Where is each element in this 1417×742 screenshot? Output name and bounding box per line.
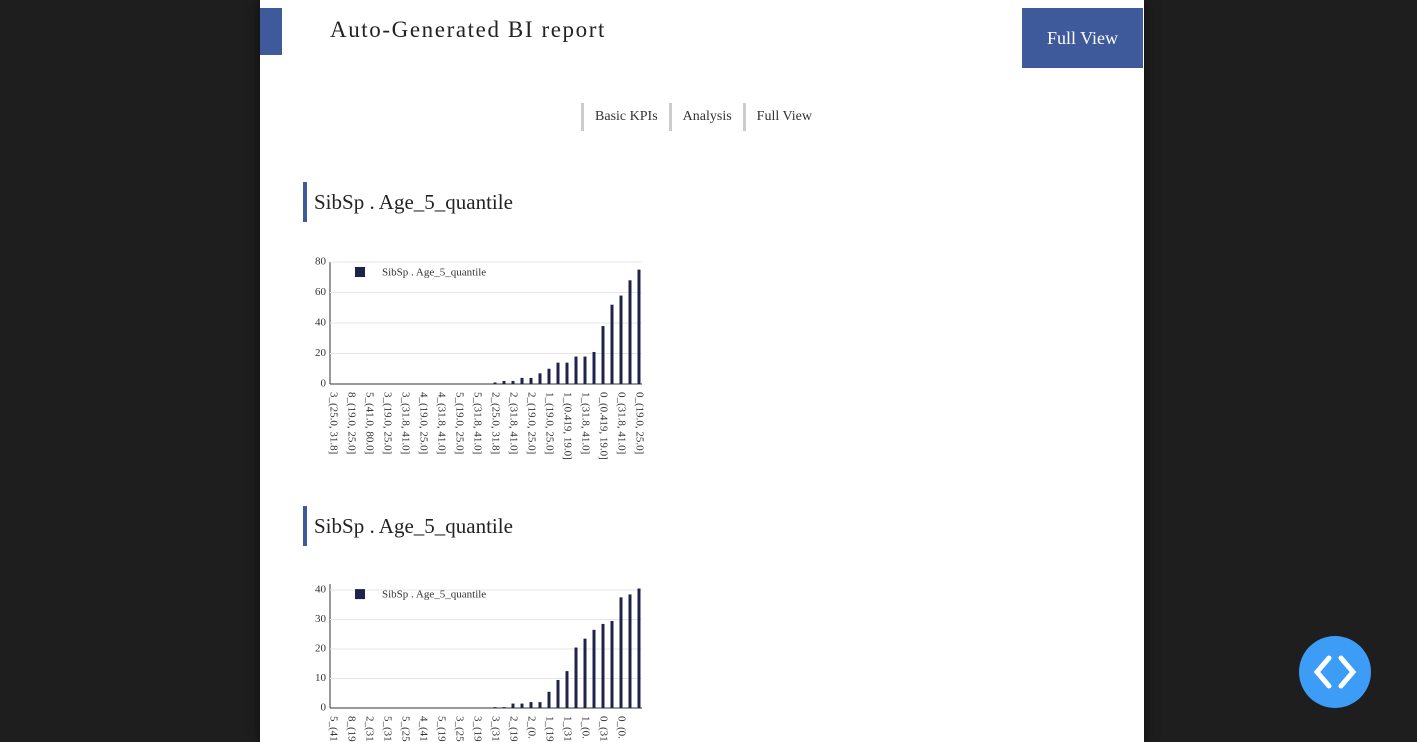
bar — [493, 707, 497, 708]
legend-label: SibSp . Age_5_quantile — [382, 589, 486, 601]
x-tick-label: 1_(31 — [561, 716, 573, 742]
bar — [556, 679, 560, 708]
charts: 0 20 40 60 80 SibSp . Age_5_quantile 3_(25.0, … — [315, 256, 645, 742]
bar — [547, 691, 551, 708]
x-tick-label: 5_(25 — [399, 716, 411, 742]
code-toggle[interactable] — [1299, 636, 1371, 708]
bar — [511, 703, 515, 708]
x-tick-label: 0_(31.8, 41.0] — [615, 392, 627, 454]
legend-label: SibSp . Age_5_quantile — [382, 267, 486, 279]
x-tick-label: 0_(31 — [597, 716, 609, 742]
y-tick-label: 80 — [315, 256, 327, 268]
bar — [637, 269, 641, 384]
x-tick-label: 1_(19.0, 25.0] — [543, 392, 555, 454]
x-tick-label: 1_(0.419, 19.0] — [561, 392, 573, 460]
x-tick-label: 3_(31 — [489, 716, 501, 742]
fab-bg — [1299, 636, 1371, 708]
x-tick-label: 3_(25.0, 31.8] — [327, 392, 339, 454]
bar — [565, 671, 569, 708]
report-panel: Auto-Generated BI report Full View Basic… — [260, 0, 1144, 742]
bar — [601, 326, 605, 384]
x-tick-label: 2_(25.0, 31.8] — [489, 392, 501, 454]
x-tick-label: 4_(41 — [417, 716, 429, 742]
x-tick-label: 5_(19 — [435, 716, 447, 742]
bar — [574, 647, 578, 708]
bar — [583, 638, 587, 708]
legend-swatch — [355, 267, 365, 277]
bar — [556, 362, 560, 384]
y-tick-label: 30 — [315, 613, 327, 625]
legend-swatch — [355, 589, 365, 600]
bar — [619, 295, 623, 384]
x-tick-label: 8_(19 — [345, 716, 357, 742]
bar — [619, 597, 623, 708]
x-tick-label: 2_(0. — [525, 716, 537, 739]
bar — [502, 380, 506, 384]
bar — [538, 702, 542, 708]
nav: Basic KPIs Analysis Full View — [260, 103, 1144, 131]
bar — [493, 382, 497, 384]
y-tick-label: 40 — [315, 317, 327, 329]
x-tick-label: 3_(19 — [471, 716, 483, 742]
x-tick-label: 5_(19.0, 25.0] — [453, 392, 465, 454]
x-tick-label: 5_(31 — [381, 716, 393, 742]
bar — [511, 380, 515, 384]
fab-icon — [1313, 655, 1357, 689]
x-tick-label: 2_(19.0, 25.0] — [525, 392, 537, 454]
x-tick-label: 2_(31 — [363, 716, 375, 742]
x-tick-label: 5_(41.0, 80.0] — [363, 392, 375, 454]
bar — [583, 356, 587, 384]
bar — [610, 620, 614, 708]
nav-link[interactable]: Full View — [742, 103, 823, 131]
x-tick-label: 8_(19.0, 25.0] — [345, 392, 357, 454]
bar — [529, 702, 533, 708]
nav-link[interactable]: Basic KPIs — [581, 103, 669, 131]
x-tick-label: 1_(31.8, 41.0] — [579, 392, 591, 454]
x-tick-label: 5_(31.8, 41.0] — [471, 392, 483, 454]
y-tick-label: 20 — [315, 643, 327, 655]
y-tick-label: 10 — [315, 672, 327, 684]
bar — [529, 377, 533, 384]
bar — [520, 703, 524, 708]
x-tick-label: 3_(31.8, 41.0] — [399, 392, 411, 454]
x-tick-label: 3_(19.0, 25.0] — [381, 392, 393, 454]
y-tick-label: 0 — [321, 702, 327, 714]
x-tick-label: 0_(19.0, 25.0] — [633, 392, 645, 454]
x-tick-label: 0_(0. — [615, 716, 627, 739]
bar — [574, 356, 578, 384]
bar — [565, 362, 569, 384]
x-tick-label: 5_(41 — [327, 716, 339, 742]
full-view-button[interactable]: Full View — [1022, 8, 1143, 68]
x-tick-label: 2_(19 — [507, 716, 519, 742]
bar — [637, 588, 641, 708]
bar — [592, 351, 596, 384]
bar — [547, 368, 551, 384]
y-tick-label: 40 — [315, 584, 327, 596]
y-tick-label: 20 — [315, 347, 327, 359]
section-heading: SibSp . Age_5_quantile — [303, 506, 513, 546]
header-accent — [260, 8, 282, 55]
nav-link[interactable]: Analysis — [668, 103, 743, 131]
bar — [520, 377, 524, 384]
x-tick-label: 3_(25 — [453, 716, 465, 742]
x-tick-label: 0_(0.419, 19.0] — [597, 392, 609, 460]
x-tick-label: 4_(31.8, 41.0] — [435, 392, 447, 454]
x-tick-label: 2_(31.8, 41.0] — [507, 392, 519, 454]
section-heading: SibSp . Age_5_quantile — [303, 182, 513, 222]
bar — [592, 629, 596, 708]
bar — [628, 280, 632, 384]
y-tick-label: 60 — [315, 286, 327, 298]
bar — [538, 373, 542, 384]
bar — [628, 594, 632, 708]
x-tick-label: 4_(19.0, 25.0] — [417, 392, 429, 454]
report-title: Auto-Generated BI report — [330, 17, 606, 42]
y-tick-label: 0 — [321, 378, 327, 390]
x-tick-label: 1_(0. — [579, 716, 591, 739]
bar — [502, 707, 506, 708]
x-tick-label: 1_(19 — [543, 716, 555, 742]
bar — [610, 304, 614, 384]
bar — [601, 623, 605, 708]
